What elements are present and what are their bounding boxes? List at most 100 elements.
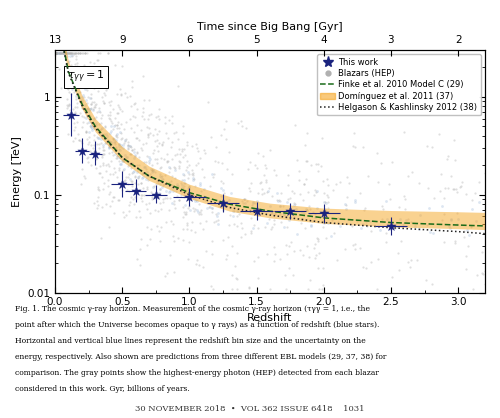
Point: [117, 129, 125, 136]
Point: [458, 183, 466, 189]
Point: [78, 69, 86, 76]
Point: [468, 206, 476, 212]
Point: [98, 131, 106, 138]
Point: [136, 214, 144, 220]
Point: [78, 113, 86, 120]
Point: [394, 204, 402, 211]
Point: [302, 130, 310, 136]
Point: [343, 174, 351, 181]
Point: [118, 180, 126, 187]
Point: [295, 177, 303, 184]
Point: [246, 188, 254, 194]
Point: [290, 248, 298, 255]
Point: [87, 104, 95, 111]
Point: [195, 211, 203, 218]
Point: [72, 50, 80, 56]
Point: [481, 189, 489, 196]
Point: [80, 173, 88, 179]
Point: [180, 146, 188, 153]
Point: [124, 202, 132, 209]
Point: [138, 112, 146, 119]
Point: [116, 106, 124, 112]
Point: [166, 189, 173, 196]
Point: [98, 140, 106, 146]
Point: [120, 138, 128, 144]
Point: [71, 50, 79, 56]
Point: [117, 120, 125, 127]
Point: [194, 209, 202, 216]
Point: [262, 220, 270, 227]
Point: [61, 62, 69, 69]
Point: [72, 50, 80, 56]
Point: [263, 189, 271, 196]
Point: [196, 208, 203, 215]
Point: [86, 100, 94, 107]
Point: [180, 179, 188, 186]
Point: [319, 281, 327, 288]
Point: [134, 166, 142, 172]
Point: [52, 50, 60, 56]
Point: [268, 226, 276, 233]
Point: [202, 247, 210, 254]
Point: [52, 50, 60, 56]
Point: [186, 194, 194, 200]
Point: [52, 50, 60, 56]
Point: [148, 168, 156, 174]
Point: [404, 259, 412, 265]
Point: [324, 199, 332, 205]
Point: [145, 200, 153, 206]
Point: [129, 196, 137, 203]
Point: [66, 64, 74, 70]
Point: [362, 218, 370, 224]
Point: [80, 114, 88, 120]
Point: [190, 177, 198, 184]
Point: [90, 152, 98, 158]
Point: [72, 71, 80, 78]
Point: [63, 75, 71, 82]
Point: [86, 73, 94, 79]
Point: [158, 184, 166, 191]
Point: [136, 262, 144, 269]
Point: [183, 164, 191, 171]
Point: [128, 160, 136, 167]
Point: [174, 193, 182, 199]
Point: [350, 196, 358, 203]
Point: [180, 151, 188, 158]
Point: [247, 228, 255, 235]
Point: [131, 194, 139, 201]
Point: [76, 97, 84, 103]
Point: [66, 50, 74, 56]
Point: [62, 72, 70, 79]
Point: [402, 217, 409, 223]
Point: [276, 198, 284, 205]
Point: [110, 144, 118, 151]
Point: [100, 76, 108, 82]
Point: [105, 138, 113, 144]
Point: [290, 199, 298, 206]
Point: [387, 222, 395, 229]
Point: [193, 257, 201, 263]
Point: [80, 73, 88, 79]
Point: [163, 195, 171, 201]
Point: [258, 191, 266, 198]
Point: [86, 80, 94, 87]
Point: [147, 166, 155, 173]
Point: [128, 162, 136, 168]
Point: [219, 199, 227, 206]
Point: [124, 143, 132, 149]
Point: [146, 158, 154, 164]
Point: [359, 144, 367, 150]
Point: [94, 194, 102, 200]
Point: [285, 217, 293, 224]
Point: [144, 176, 152, 183]
Text: comparison. The gray points show the highest-energy photon (HEP) detected from e: comparison. The gray points show the hig…: [15, 369, 379, 377]
Point: [90, 103, 98, 110]
Point: [117, 92, 125, 98]
Point: [138, 171, 146, 177]
Point: [303, 207, 311, 214]
Point: [94, 56, 102, 63]
Point: [246, 215, 254, 222]
Point: [102, 123, 110, 130]
Point: [142, 176, 150, 183]
Point: [90, 199, 98, 206]
